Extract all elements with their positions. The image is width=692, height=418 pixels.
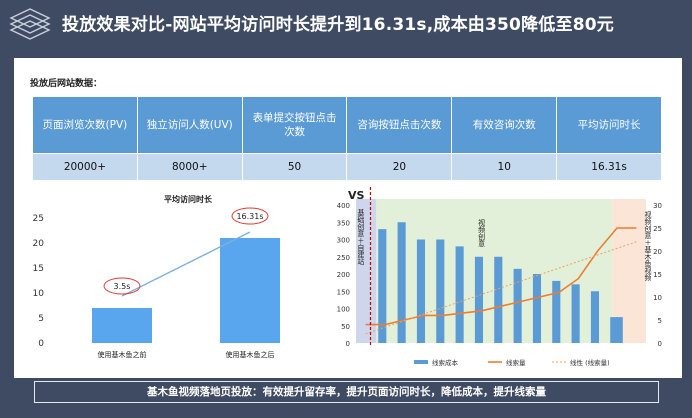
- table-row: 20000+ 8000+ 50 20 10 16.31s: [32, 153, 662, 181]
- table-cell: 20: [346, 153, 453, 181]
- table-cell: 50: [241, 153, 348, 181]
- visit-duration-chart: 平均访问时长 0 5 10 15 20 25 使用基木鱼之前 使用基木鱼之后 3.5s 16.31s: [33, 194, 280, 359]
- table-header-cell: 咨询按钮点击次数: [346, 96, 453, 154]
- y-left-tick-label: 300: [337, 237, 350, 245]
- bar: [513, 268, 522, 343]
- data-label-ring: [231, 207, 269, 225]
- bar: [474, 256, 484, 343]
- vs-label: VS: [348, 189, 365, 202]
- legend-label: 线索成本: [432, 358, 459, 367]
- header: 投放效果对比-网站平均访问时长提升到16.31s,成本由350降低至80元: [0, 0, 692, 48]
- page-title: 投放效果对比-网站平均访问时长提升到16.31s,成本由350降低至80元: [62, 15, 614, 35]
- bar: [378, 229, 387, 343]
- y-right-tick-label: 15: [653, 271, 662, 279]
- table-cell: 16.31s: [556, 153, 662, 181]
- table-header-row: 页面浏览次数(PV) 独立访问人数(UV) 表单提交按钮点击次数 咨询按钮点击次…: [32, 96, 662, 154]
- y-tick-label: 0: [38, 339, 44, 349]
- data-label: 16.31s: [236, 212, 263, 221]
- trend-line: [121, 231, 251, 297]
- y-left-tick-label: 350: [337, 219, 350, 227]
- table-header-cell: 页面浏览次数(PV): [32, 96, 138, 154]
- y-tick-label: 5: [38, 314, 44, 324]
- lead-cost-chart: 0 50 100 150 200 250 300 350 400 0 5 10 15 20 25 30 基础创意…: [337, 187, 662, 367]
- bar: [92, 308, 152, 343]
- bar: [220, 238, 280, 343]
- layers-logo-icon: [9, 8, 51, 40]
- y-left-tick-label: 0: [346, 340, 350, 348]
- x-tick-label: 使用基木鱼之后: [226, 350, 275, 359]
- y-right-tick-label: 30: [653, 202, 662, 210]
- y-tick-label: 15: [33, 264, 44, 274]
- x-tick-label: 使用基木鱼之前: [98, 350, 147, 359]
- legend-swatch: [414, 360, 428, 364]
- y-left-tick-label: 250: [337, 254, 350, 262]
- bar: [532, 274, 542, 343]
- table-header-cell: 表单提交按钮点击次数: [241, 96, 348, 154]
- data-label: 3.5s: [114, 282, 131, 291]
- bar: [610, 317, 619, 343]
- metrics-table: 页面浏览次数(PV) 独立访问人数(UV) 表单提交按钮点击次数 咨询按钮点击次…: [32, 96, 662, 181]
- region-annotation: 视频创意: [478, 218, 486, 247]
- lead-volume-line: [365, 227, 637, 326]
- chart-title: 平均访问时长: [164, 194, 213, 204]
- y-left-tick-label: 100: [337, 306, 350, 314]
- y-right-tick-label: 10: [653, 294, 662, 302]
- y-left-tick-label: 50: [341, 323, 350, 331]
- table-cell: 8000+: [136, 153, 243, 181]
- region-annotation: 基础创意＋自建站: [357, 208, 365, 266]
- region-annotation: 视频创意＋基木鱼视频: [644, 210, 652, 282]
- y-right-tick-label: 0: [658, 340, 662, 348]
- y-tick-label: 20: [33, 239, 45, 249]
- region-left: [356, 199, 377, 343]
- y-left-tick-label: 150: [337, 288, 350, 296]
- bar: [590, 291, 600, 343]
- bar: [571, 284, 580, 343]
- data-label-ring: [103, 277, 141, 295]
- table-cell: 20000+: [32, 153, 138, 181]
- y-right-tick-label: 25: [653, 225, 662, 233]
- y-tick-label: 10: [33, 289, 45, 299]
- bar: [616, 317, 623, 343]
- y-tick-label: 25: [33, 214, 44, 224]
- legend-label: 线索量: [506, 358, 526, 367]
- legend-label: 线性 (线索量): [570, 358, 610, 367]
- summary-banner: 基木鱼视频落地页投放：有效提升留存率，提升页面访问时长，降低成本，提升线索量: [34, 381, 659, 403]
- bar: [494, 256, 503, 343]
- bar: [416, 239, 426, 343]
- table-header-cell: 有效咨询次数: [451, 96, 558, 154]
- bar: [397, 222, 406, 343]
- y-right-tick-label: 20: [653, 248, 662, 256]
- bar: [455, 246, 464, 343]
- table-header-cell: 平均访问时长: [556, 96, 662, 154]
- bar: [552, 280, 561, 343]
- bar: [436, 239, 445, 343]
- table-header-cell: 独立访问人数(UV): [136, 96, 243, 154]
- y-left-tick-label: 200: [337, 271, 350, 279]
- section-label: 投放后网站数据：: [30, 79, 103, 89]
- y-right-tick-label: 5: [658, 317, 662, 325]
- main-panel: 投放后网站数据： 页面浏览次数(PV) 独立访问人数(UV) 表单提交按钮点击次…: [14, 58, 682, 378]
- table-cell: 10: [451, 153, 558, 181]
- y-left-tick-label: 400: [337, 202, 350, 210]
